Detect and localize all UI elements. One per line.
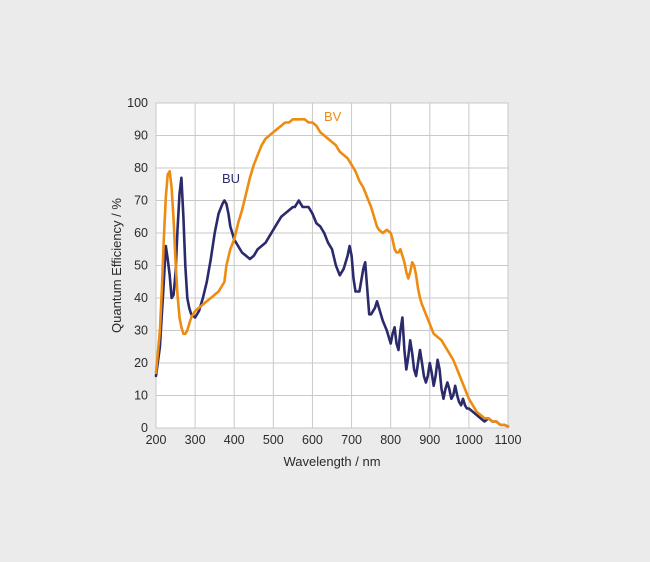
y-tick-label: 100 [127, 96, 148, 110]
x-tick-label: 500 [263, 433, 284, 447]
y-tick-label: 0 [141, 421, 148, 435]
y-tick-label: 70 [134, 194, 148, 208]
y-tick-label: 90 [134, 129, 148, 143]
x-tick-label: 900 [419, 433, 440, 447]
x-tick-label: 600 [302, 433, 323, 447]
x-tick-labels: 200 300 400 500 600 700 800 900 1000 1100 [146, 433, 522, 447]
x-tick-label: 1000 [455, 433, 483, 447]
x-tick-label: 700 [341, 433, 362, 447]
series-label-bu: BU [222, 171, 240, 186]
y-tick-labels: 0 10 20 30 40 50 60 70 80 90 100 [127, 96, 148, 435]
x-axis-label: Wavelength / nm [283, 454, 380, 469]
y-tick-label: 40 [134, 291, 148, 305]
series-lines [154, 118, 510, 428]
x-tick-label: 400 [224, 433, 245, 447]
series-labels: BU BV [222, 109, 342, 186]
x-tick-label: 200 [146, 433, 167, 447]
x-tick-label: 800 [380, 433, 401, 447]
series-line-bv [154, 118, 510, 428]
y-axis-label: Quantum Efficiency / % [109, 198, 124, 333]
y-tick-label: 30 [134, 324, 148, 338]
x-tick-label: 300 [185, 433, 206, 447]
y-tick-label: 20 [134, 356, 148, 370]
y-tick-label: 60 [134, 226, 148, 240]
series-label-bv: BV [324, 109, 342, 124]
y-tick-label: 50 [134, 259, 148, 273]
x-tick-label: 1100 [495, 433, 522, 447]
y-tick-label: 80 [134, 161, 148, 175]
series-line-bu [154, 176, 510, 428]
y-tick-label: 10 [134, 389, 148, 403]
